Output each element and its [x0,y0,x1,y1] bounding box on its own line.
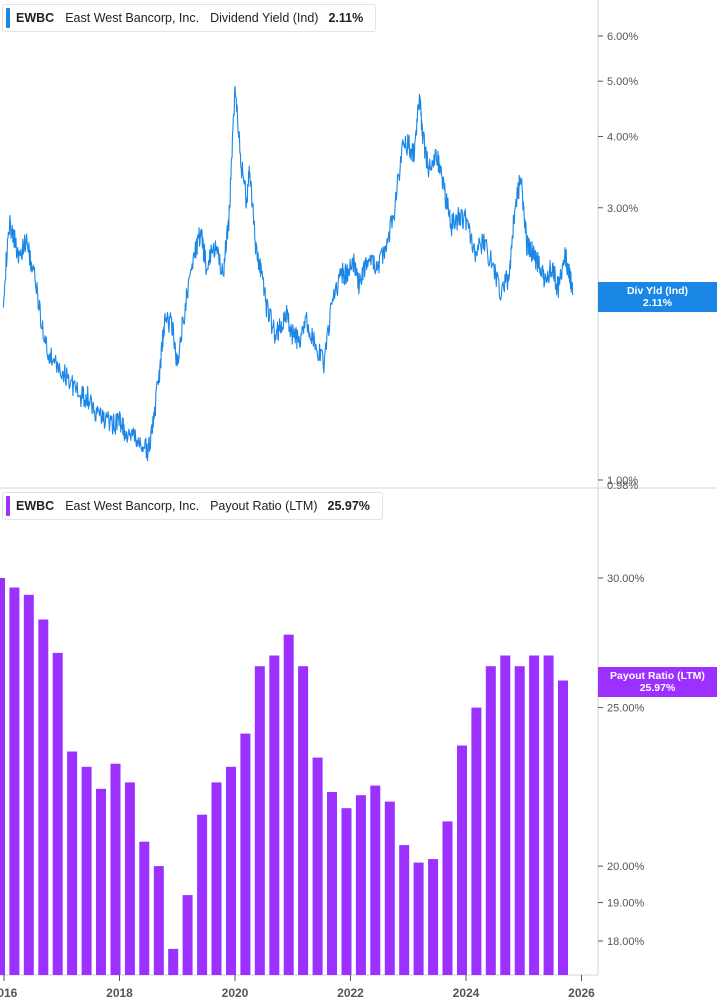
y-tick-label: 20.00% [607,861,645,873]
metric-name: Payout Ratio (LTM) [210,499,318,513]
payout-bar [38,619,49,975]
payout-bar [312,757,323,975]
payout-bar [500,655,511,975]
payout-bar [240,733,251,975]
payout-bar [485,666,496,975]
payout-bar [23,594,34,975]
payout-bar [226,766,236,975]
payout-bar [81,766,92,975]
payout-bar [96,788,106,975]
series-color-swatch [6,496,10,516]
payout-bar [254,666,265,975]
payout-bar [52,652,63,975]
y-tick-label: 3.00% [607,203,638,215]
company-name: East West Bancorp, Inc. [65,499,200,513]
legend-payout-ratio[interactable]: EWBC East West Bancorp, Inc. Payout Rati… [2,492,383,520]
last-value-flag-dividend-yield: Div Yld (Ind) 2.11% [598,282,717,312]
payout-bar [428,859,439,975]
payout-bar [355,795,366,975]
payout-bar [327,792,337,975]
metric-value: 2.11% [328,11,364,25]
y-tick-label: 25.00% [607,703,645,715]
payout-bar [471,707,482,975]
x-tick-label: 2016 [0,986,18,1000]
payout-bar [413,862,424,975]
series-color-swatch [6,8,10,28]
payout-bar [197,814,208,975]
payout-bar [124,782,135,975]
y-tick-label: 1.00% [607,475,638,487]
y-tick-label: 5.00% [607,76,638,88]
payout-bar [514,666,525,975]
payout-bar [283,634,294,975]
y-tick-label: 4.00% [607,131,638,143]
x-tick-label: 2022 [337,986,364,1000]
x-tick-label: 2024 [453,986,480,1000]
y-tick-label: 30.00% [607,573,645,585]
ticker-symbol: EWBC [16,499,55,513]
payout-bar [110,763,121,975]
payout-bar [139,841,150,975]
metric-value: 25.97% [327,499,370,513]
metric-name: Dividend Yield (Ind) [210,11,319,25]
y-tick-label: 18.00% [607,936,645,948]
payout-bar [269,655,280,975]
payout-bar [384,801,395,975]
payout-bar [370,785,381,975]
flag-value: 25.97% [639,682,676,694]
company-name: East West Bancorp, Inc. [65,11,200,25]
payout-bar [9,587,20,975]
legend-dividend-yield[interactable]: EWBC East West Bancorp, Inc. Dividend Yi… [2,4,377,32]
flag-label: Div Yld (Ind) [626,285,689,297]
payout-bar [0,578,5,975]
payout-bar [442,821,453,975]
payout-bar [153,866,164,975]
payout-bar [298,666,309,975]
payout-bar [399,845,410,975]
flag-value: 2.11% [642,297,673,309]
payout-bar [529,655,540,975]
ticker-symbol: EWBC [16,11,55,25]
payout-bar [67,751,78,975]
x-tick-label: 2026 [568,986,595,1000]
x-tick-label: 2020 [222,986,249,1000]
flag-label: Payout Ratio (LTM) [610,670,705,682]
y-tick-label: 19.00% [607,898,645,910]
x-tick-label: 2018 [106,986,133,1000]
payout-bar [168,948,179,975]
last-value-flag-payout-ratio: Payout Ratio (LTM) 25.97% [598,667,717,697]
y-tick-label: 6.00% [607,31,638,43]
payout-bar [341,808,352,975]
dividend-yield-line [2,85,574,462]
payout-bar [211,782,222,975]
y-tick-label: 0.98% [607,480,638,492]
payout-bar [457,745,467,975]
payout-bar [182,895,193,975]
payout-bar [558,680,568,975]
payout-bar [543,655,554,975]
